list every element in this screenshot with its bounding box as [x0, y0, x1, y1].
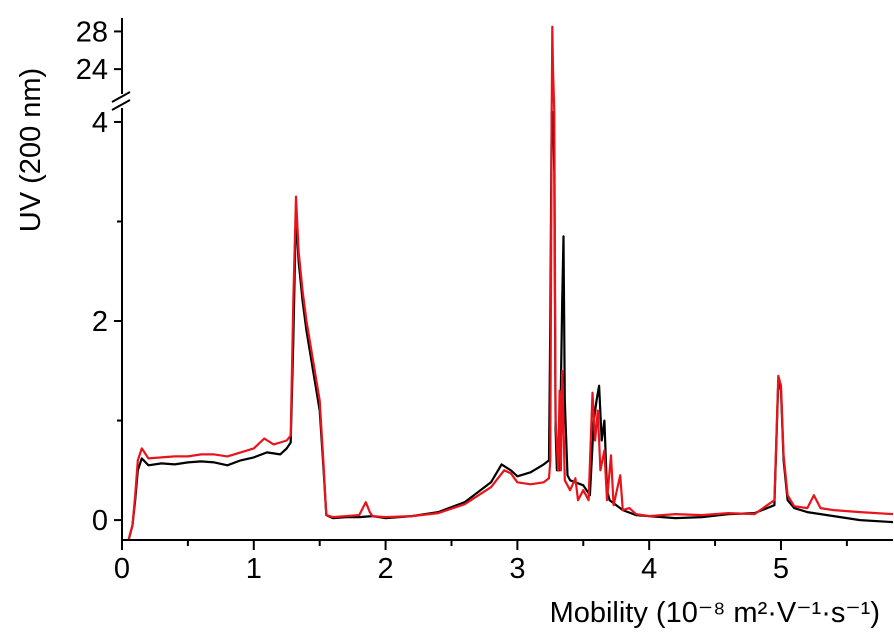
- y-axis-label: UV (200 nm): [15, 68, 47, 232]
- x-tick-label: 3: [509, 553, 525, 585]
- x-tick-label: 5: [773, 553, 789, 585]
- plot-area: [127, 25, 893, 540]
- y-upper-tick-label: 28: [76, 16, 108, 48]
- x-tick-label: 0: [114, 553, 130, 585]
- series-line-2: [127, 25, 893, 540]
- y-tick-label: 4: [92, 107, 108, 139]
- axes: [111, 18, 893, 550]
- y-tick-label: 2: [92, 306, 108, 338]
- y-upper-tick-label: 24: [76, 54, 108, 86]
- x-tick-label: 4: [641, 553, 657, 585]
- y-axis-break-mark: [111, 91, 131, 111]
- x-axis-label: Mobility (10⁻⁸ m²·V⁻¹·s⁻¹): [550, 597, 880, 629]
- x-tick-label: 1: [246, 553, 262, 585]
- x-tick-label: 2: [378, 553, 394, 585]
- series-line-1: [127, 110, 893, 540]
- y-tick-label: 0: [92, 505, 108, 537]
